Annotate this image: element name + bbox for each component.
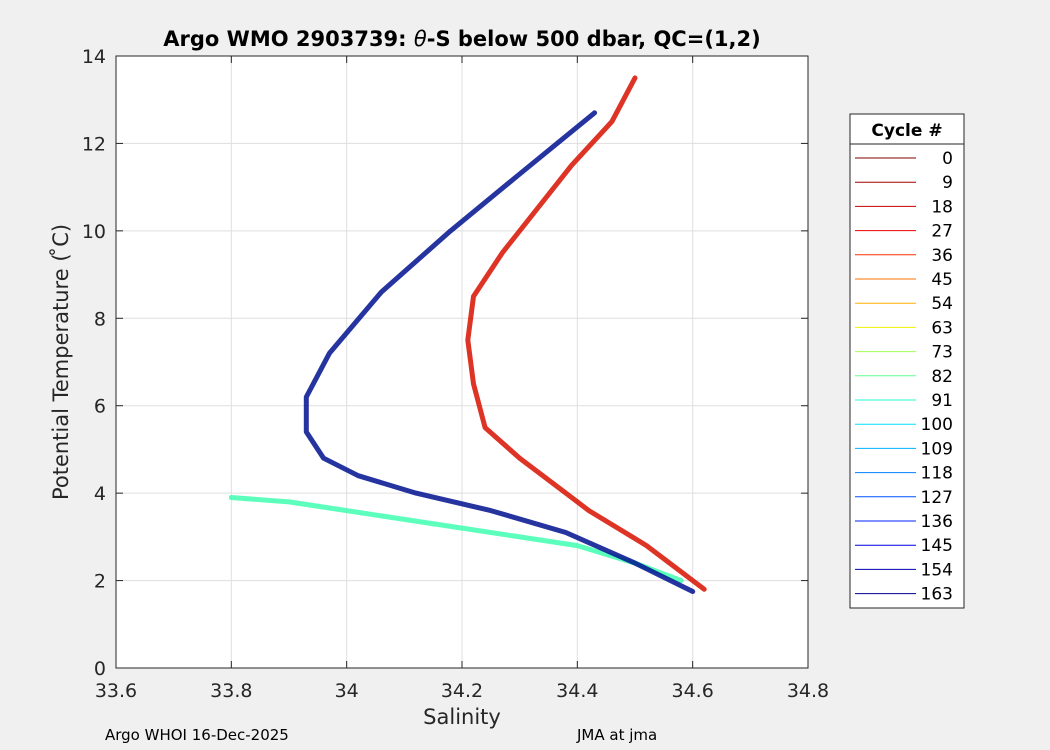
y-tick-label: 0	[94, 658, 106, 680]
legend-entry-label: 127	[921, 488, 953, 508]
legend-entry-label: 36	[931, 246, 953, 266]
legend-entry-label: 73	[931, 343, 953, 363]
legend: Cycle # 0 9 18 27 36 45 54 63 73 82 91 100 109 118 127…	[849, 113, 965, 609]
legend-entry-label: 136	[921, 512, 953, 532]
x-tick-label: 34	[335, 680, 359, 702]
x-axis-label: Salinity	[423, 705, 501, 729]
series-line	[303, 110, 696, 594]
data-lines	[228, 75, 707, 594]
legend-entry-label: 163	[921, 585, 953, 605]
legend-entries: 0 9 18 27 36 45 54 63 73 82 91 100 109 118 127 136 145 15…	[855, 149, 953, 605]
y-axis-label: Potential Temperature ( ̊C)	[49, 224, 73, 500]
ticks	[115, 55, 809, 669]
legend-entry-label: 145	[921, 536, 953, 556]
y-tick-label: 10	[82, 221, 106, 243]
footer-right: JMA at jma	[576, 726, 657, 744]
legend-entry-label: 100	[921, 415, 953, 435]
legend-title: Cycle #	[871, 121, 942, 141]
legend-entry-label: 91	[931, 391, 953, 411]
series-line	[465, 75, 707, 592]
x-tick-label: 33.8	[210, 680, 252, 702]
y-tick-label: 12	[82, 133, 106, 155]
legend-entry-label: 63	[931, 318, 953, 338]
footer-left: Argo WHOI 16-Dec-2025	[105, 726, 289, 744]
y-tick-label: 8	[94, 308, 106, 330]
y-tick-label: 2	[94, 571, 106, 593]
x-tick-label: 34.2	[441, 680, 483, 702]
legend-entry-label: 109	[921, 439, 953, 459]
grid	[116, 56, 808, 668]
x-tick-label: 34.6	[672, 680, 714, 702]
y-tick-label: 4	[94, 483, 106, 505]
x-tick-label: 33.6	[95, 680, 137, 702]
x-tick-label: 34.4	[556, 680, 598, 702]
legend-box	[849, 113, 965, 609]
legend-entry-label: 118	[921, 464, 953, 484]
legend-entry-label: 154	[921, 560, 953, 580]
chart-title: Argo WMO 2903739: θ-S below 500 dbar, QC…	[163, 27, 760, 51]
legend-entry-label: 9	[942, 173, 953, 193]
legend-entry-label: 82	[931, 367, 953, 387]
legend-entry-label: 27	[931, 222, 953, 242]
legend-entry-label: 0	[942, 149, 953, 169]
legend-entry-label: 45	[931, 270, 953, 290]
y-tick-label: 14	[82, 46, 106, 68]
legend-entry-label: 54	[931, 294, 953, 314]
tick-labels: 33.6 33.8 34 34.2 34.4 34.6 34.8 0 2 4 6 8 10 12 14	[82, 46, 829, 702]
legend-entry-label: 18	[931, 197, 953, 217]
x-tick-label: 34.8	[787, 680, 829, 702]
y-tick-label: 6	[94, 396, 106, 418]
